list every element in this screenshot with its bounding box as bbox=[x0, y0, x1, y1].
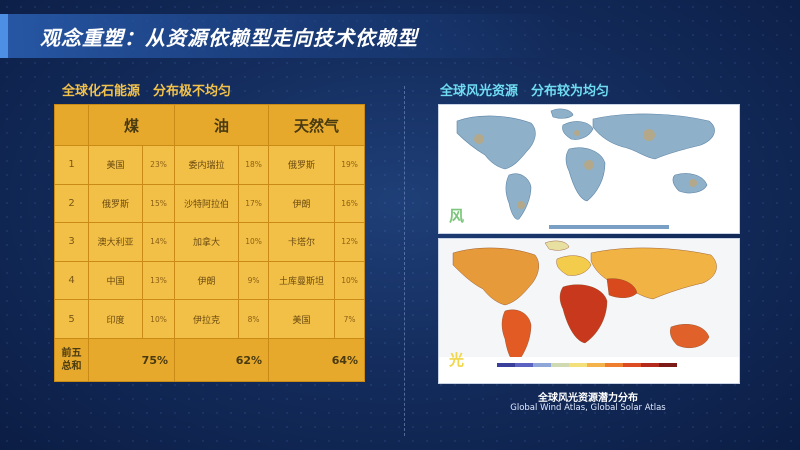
coal-share: 14% bbox=[141, 222, 176, 262]
coal-share: 13% bbox=[141, 260, 176, 301]
fossil-reserves-table: 煤 油 天然气 1 美国 23% 委内瑞拉 18% 俄罗斯 19% 2 俄罗斯 … bbox=[54, 104, 366, 382]
oil-country: 加拿大 bbox=[174, 222, 240, 262]
oil-total: 62% bbox=[174, 338, 270, 382]
rank-cell: 3 bbox=[54, 222, 89, 262]
oil-country: 伊拉克 bbox=[174, 299, 240, 339]
oil-share: 8% bbox=[238, 299, 270, 339]
coal-country: 俄罗斯 bbox=[88, 183, 143, 224]
gas-country: 卡塔尔 bbox=[268, 222, 336, 262]
gas-country: 土库曼斯坦 bbox=[268, 260, 336, 301]
solar-tag: 光 bbox=[449, 351, 465, 369]
table-total-row: 前五 总和 75% 62% 64% bbox=[54, 338, 366, 382]
rank-cell: 5 bbox=[54, 299, 89, 339]
map-caption: 全球风光资源潜力分布 bbox=[538, 393, 638, 404]
gas-share: 16% bbox=[334, 183, 366, 224]
gas-share: 7% bbox=[334, 299, 366, 339]
table-row: 4 中国 13% 伊朗 9% 土库曼斯坦 10% bbox=[54, 260, 366, 301]
oil-share: 18% bbox=[238, 145, 270, 185]
renewable-subtitle: 全球风光资源 分布较为均匀 bbox=[440, 84, 610, 99]
coal-total: 75% bbox=[87, 338, 176, 382]
gas-country: 俄罗斯 bbox=[268, 145, 336, 185]
coal-share: 23% bbox=[141, 145, 176, 185]
gas-country: 美国 bbox=[268, 299, 336, 339]
table-row: 3 澳大利亚 14% 加拿大 10% 卡塔尔 12% bbox=[54, 222, 366, 262]
gas-share: 12% bbox=[334, 222, 366, 262]
oil-country: 委内瑞拉 bbox=[174, 145, 240, 185]
coal-share: 10% bbox=[141, 299, 176, 339]
oil-share: 10% bbox=[238, 222, 270, 262]
coal-country: 中国 bbox=[88, 260, 143, 301]
wind-map-image bbox=[439, 105, 739, 233]
page-title: 观念重塑：从资源依赖型走向技术依赖型 bbox=[40, 26, 418, 50]
oil-share: 17% bbox=[238, 183, 270, 224]
oil-country: 伊朗 bbox=[174, 260, 240, 301]
gas-total: 64% bbox=[268, 338, 366, 382]
coal-country: 美国 bbox=[88, 145, 143, 185]
coal-country: 澳大利亚 bbox=[88, 222, 143, 262]
wind-resource-map: 风 bbox=[438, 104, 740, 234]
coal-country: 印度 bbox=[88, 299, 143, 339]
header-gas: 天然气 bbox=[268, 104, 366, 146]
solar-map-image bbox=[439, 239, 739, 383]
oil-country: 沙特阿拉伯 bbox=[174, 183, 240, 224]
header-corner bbox=[54, 104, 89, 146]
gas-share: 10% bbox=[334, 260, 366, 301]
gas-country: 伊朗 bbox=[268, 183, 336, 224]
section-divider bbox=[404, 86, 405, 436]
header-coal: 煤 bbox=[87, 104, 176, 146]
solar-resource-map: 光 bbox=[438, 238, 740, 384]
map-source: Global Wind Atlas, Global Solar Atlas bbox=[510, 403, 666, 413]
rank-cell: 1 bbox=[54, 145, 89, 185]
title-banner bbox=[0, 14, 560, 58]
oil-share: 9% bbox=[238, 260, 270, 301]
total-label: 前五 总和 bbox=[54, 338, 89, 382]
gas-share: 19% bbox=[334, 145, 366, 185]
table-row: 2 俄罗斯 15% 沙特阿拉伯 17% 伊朗 16% bbox=[54, 183, 366, 224]
fossil-subtitle: 全球化石能源 分布极不均匀 bbox=[62, 84, 232, 99]
header-oil: 油 bbox=[174, 104, 270, 146]
table-header-row: 煤 油 天然气 bbox=[54, 104, 366, 146]
table-row: 1 美国 23% 委内瑞拉 18% 俄罗斯 19% bbox=[54, 145, 366, 185]
wind-tag: 风 bbox=[449, 207, 465, 225]
table-row: 5 印度 10% 伊拉克 8% 美国 7% bbox=[54, 299, 366, 339]
rank-cell: 4 bbox=[54, 260, 89, 301]
rank-cell: 2 bbox=[54, 183, 89, 224]
title-accent bbox=[0, 14, 8, 58]
coal-share: 15% bbox=[141, 183, 176, 224]
